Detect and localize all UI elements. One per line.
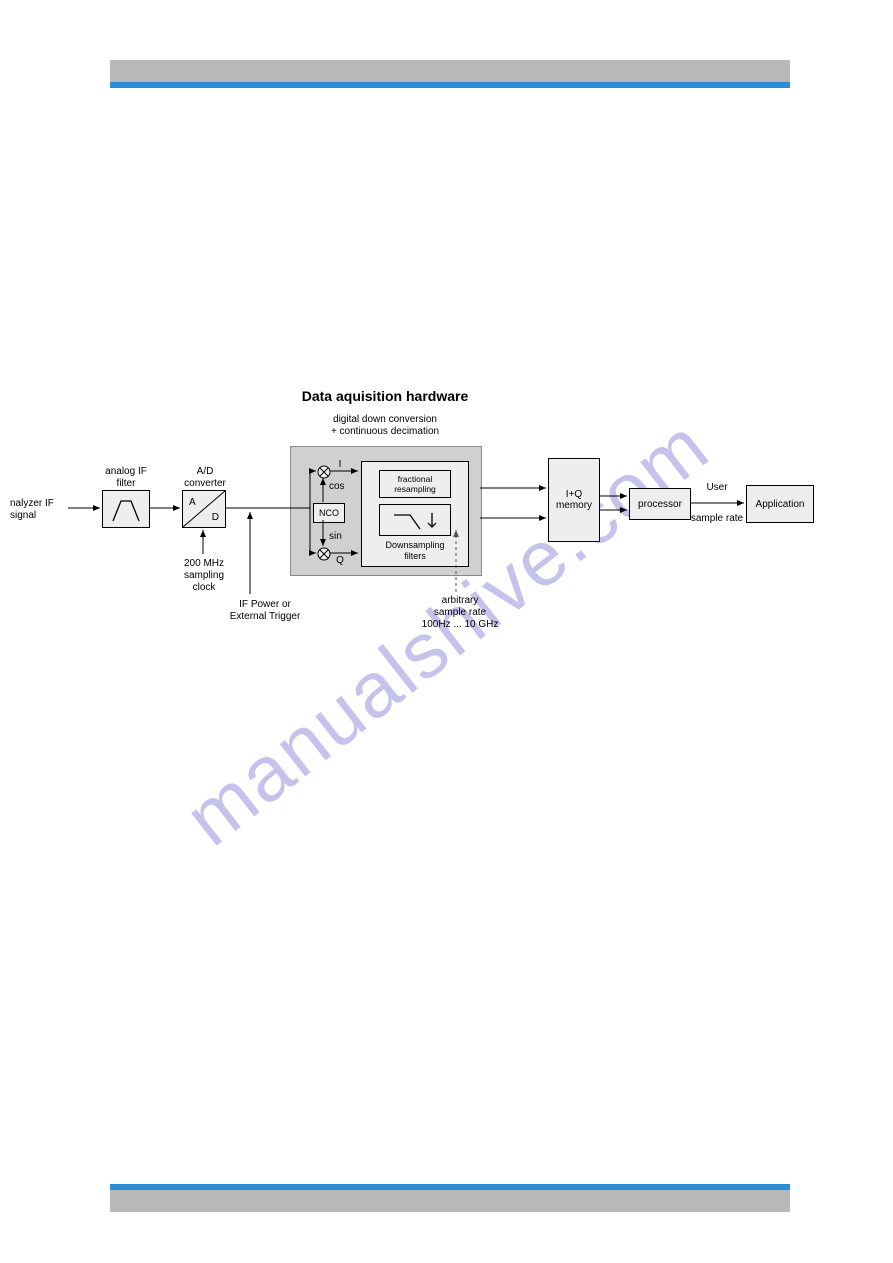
diagram-lines <box>10 380 810 660</box>
block-diagram: Data aquisition hardware digital down co… <box>10 380 810 660</box>
header-bar-gray <box>110 60 790 82</box>
header-bar-blue <box>110 82 790 88</box>
footer-bar-gray <box>110 1190 790 1212</box>
